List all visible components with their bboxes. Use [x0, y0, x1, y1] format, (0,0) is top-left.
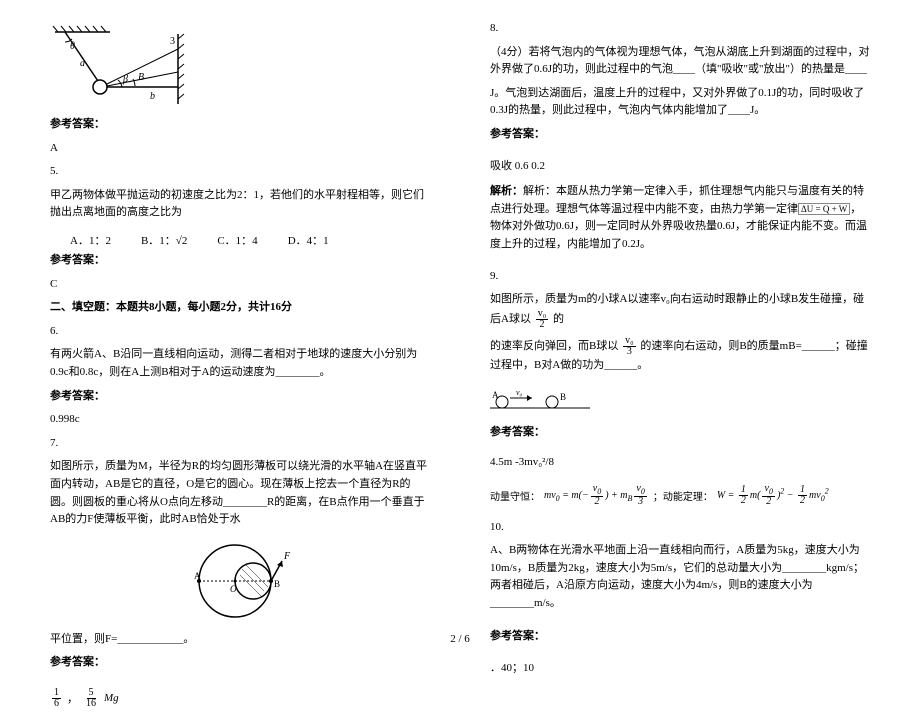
q7-frac1: 1 6 [52, 688, 61, 709]
q8-text2: J。气泡到达湖面后，温度上升的过程中，又对外界做了0.1J的功，同时吸收了0.3… [490, 85, 870, 120]
q9-formulas: 动量守恒： mv0 = m(−v02) + mBv03 ；动能定理： W = 1… [490, 484, 870, 507]
page-footer: 2 / 6 [0, 633, 920, 645]
svg-text:v₀: v₀ [516, 388, 523, 397]
q7-figure: A O B F [50, 539, 430, 627]
answer-label: 参考答案： [50, 116, 430, 134]
q7-text1: 如图所示，质量为M，半径为R的均匀圆形薄板可以绕光滑的水平轴A在竖直平面内转动，… [50, 458, 430, 528]
q5-options: A．1：2 B．1：√2 C．1：4 D．4：1 [70, 232, 430, 248]
q7-num: 7. [50, 435, 430, 453]
q10-text: A、B两物体在光滑水平地面上沿一直线相向而行，A质量为5kg，速度大小为10m/… [490, 542, 870, 612]
q10-answer: ．40；10 [490, 660, 870, 678]
svg-text:3: 3 [170, 36, 175, 47]
q8-num: 8. [490, 20, 870, 38]
svg-text:B: B [560, 392, 566, 402]
q10-num: 10. [490, 519, 870, 537]
q8-answer: 吸收 0.6 0.2 [490, 158, 870, 176]
svg-text:F: F [283, 551, 291, 562]
q9-num: 9. [490, 268, 870, 286]
answer-label-3: 参考答案： [50, 388, 430, 406]
q6-num: 6. [50, 323, 430, 341]
q9-text-cont: 的速率反向弹回，而B球以 v₀3 的速率向右运动，则B的质量mB=______；… [490, 336, 870, 375]
q5-answer: C [50, 276, 430, 294]
q8-formula: ΔU = Q + W [798, 203, 850, 215]
svg-text:A: A [194, 571, 201, 581]
q9-momentum-formula: mv0 = m(−v02) + mBv03 [544, 484, 649, 507]
q5-opt-d: D．4：1 [288, 232, 329, 248]
q8-text1: （4分）若将气泡内的气体视为理想气体，气泡从湖底上升到湖面的过程中，对外界做了0… [490, 44, 870, 79]
svg-text:B: B [274, 579, 280, 589]
q9-text: 如图所示，质量为m的小球A以速率v₀向右运动时跟静止的小球B发生碰撞，碰后A球以… [490, 291, 870, 330]
q5-num: 5. [50, 163, 430, 181]
q7-mg: Mg [104, 692, 119, 704]
section2-header: 二、填空题：本题共8小题，每小题2分，共计16分 [50, 299, 430, 317]
q5-text: 甲乙两物体做平抛运动的初速度之比为2：1，若他们的水平射程相等，则它们抛出点离地… [50, 187, 430, 222]
svg-text:b: b [150, 91, 155, 102]
page: θ a b β 3 B 参考答案： A 5. 甲乙两物体做平抛 [0, 0, 920, 725]
q7-comma: ， [67, 690, 78, 706]
q9-energy-formula: W = 12m(v02)2 − 12mv02 [717, 484, 829, 507]
left-column: θ a b β 3 B 参考答案： A 5. 甲乙两物体做平抛 [50, 20, 430, 715]
q6-text: 有两火箭A、B沿同一直线相向运动，测得二者相对于地球的速度大小分别为0.9c和0… [50, 346, 430, 381]
svg-text:B: B [138, 72, 144, 83]
answer-label-2: 参考答案： [50, 252, 430, 270]
svg-text:a: a [80, 58, 85, 69]
q5-opt-c: C．1：4 [217, 232, 257, 248]
q9-figure: A v₀ B [490, 388, 870, 416]
q7-answer: 1 6 ， 5 16 Mg [50, 688, 430, 709]
q5-opt-b: B．1：√2 [141, 232, 187, 248]
q5-opt-a: A．1：2 [70, 232, 111, 248]
q6-answer: 0.998c [50, 411, 430, 429]
q4-figure: θ a b β 3 B [50, 24, 430, 112]
answer-label-5: 参考答案： [490, 126, 870, 144]
svg-text:θ: θ [70, 41, 75, 52]
svg-text:O: O [230, 584, 237, 594]
q8-explanation: 解析：解析：本题从热力学第一定律入手，抓住理想气内能只与温度有关的特点进行处理。… [490, 183, 870, 253]
q4-answer: A [50, 140, 430, 158]
q7-frac2: 5 16 [84, 688, 98, 709]
right-column: 8. （4分）若将气泡内的气体视为理想气体，气泡从湖底上升到湖面的过程中，对外界… [490, 20, 870, 715]
answer-label-4: 参考答案： [50, 654, 430, 672]
q9-energy-label: ；动能定理： [653, 488, 713, 503]
answer-label-6: 参考答案： [490, 424, 870, 442]
q9-answer: 4.5m -3mv₀²/8 [490, 454, 870, 472]
q9-cons-label: 动量守恒： [490, 488, 540, 503]
